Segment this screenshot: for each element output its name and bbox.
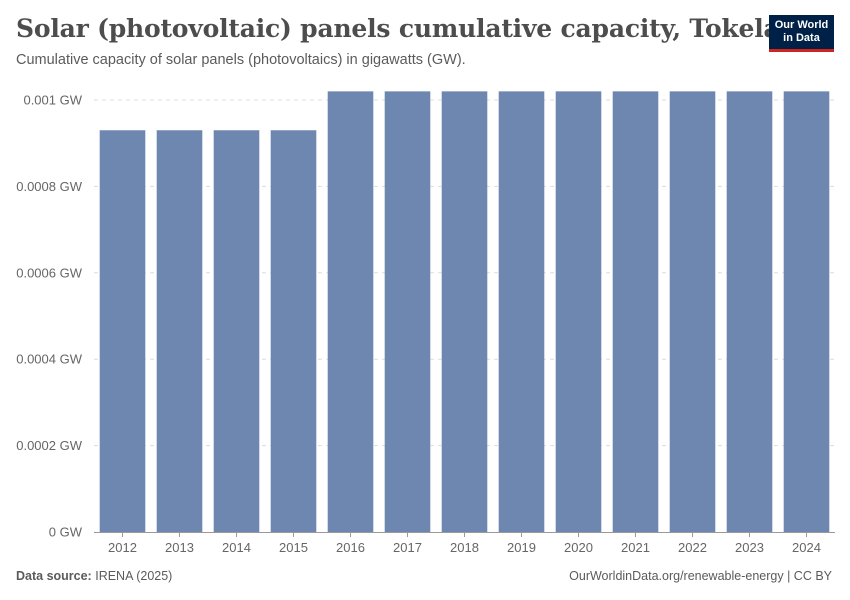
y-tick-label: 0.0006 GW (16, 265, 82, 280)
x-tick-label: 2014 (222, 540, 251, 555)
y-tick-label: 0.0002 GW (16, 438, 82, 453)
data-source-link[interactable]: IRENA (2025) (95, 569, 173, 583)
x-tick-label: 2017 (393, 540, 422, 555)
bar[interactable] (669, 91, 716, 533)
bar[interactable] (156, 130, 203, 533)
x-tick-label: 2016 (336, 540, 365, 555)
y-tick-label: 0.001 GW (23, 93, 82, 108)
x-tick-label: 2012 (108, 540, 137, 555)
y-tick-label: 0 GW (49, 525, 83, 540)
x-tick-label: 2023 (735, 540, 764, 555)
bar[interactable] (555, 91, 602, 533)
x-tick-label: 2020 (564, 540, 593, 555)
data-source-label: Data source: (16, 569, 92, 583)
chart-subtitle: Cumulative capacity of solar panels (pho… (16, 52, 466, 68)
bar[interactable] (726, 91, 773, 533)
bar[interactable] (441, 91, 488, 533)
x-tick-label: 2013 (165, 540, 194, 555)
y-tick-label: 0.0004 GW (16, 352, 82, 367)
chart-title: Solar (photovoltaic) panels cumulative c… (16, 14, 798, 43)
bar[interactable] (384, 91, 431, 533)
bar[interactable] (270, 130, 317, 533)
logo-line-1: Our World (774, 19, 829, 31)
x-tick-label: 2019 (507, 540, 536, 555)
footer-url-license[interactable]: OurWorldinData.org/renewable-energy | CC… (569, 569, 832, 583)
y-tick-label: 0.0008 GW (16, 179, 82, 194)
bar[interactable] (498, 91, 545, 533)
owid-logo[interactable]: Our World in Data (769, 15, 834, 52)
bar[interactable] (99, 130, 146, 533)
data-source: Data source: IRENA (2025) (16, 569, 172, 583)
bar[interactable] (612, 91, 659, 533)
x-tick-label: 2021 (621, 540, 650, 555)
bar[interactable] (213, 130, 260, 533)
bar[interactable] (783, 91, 830, 533)
x-tick-label: 2022 (678, 540, 707, 555)
bar[interactable] (327, 91, 374, 533)
x-tick-label: 2024 (792, 540, 821, 555)
x-tick-label: 2018 (450, 540, 479, 555)
x-tick-label: 2015 (279, 540, 308, 555)
logo-line-2: in Data (783, 32, 820, 44)
